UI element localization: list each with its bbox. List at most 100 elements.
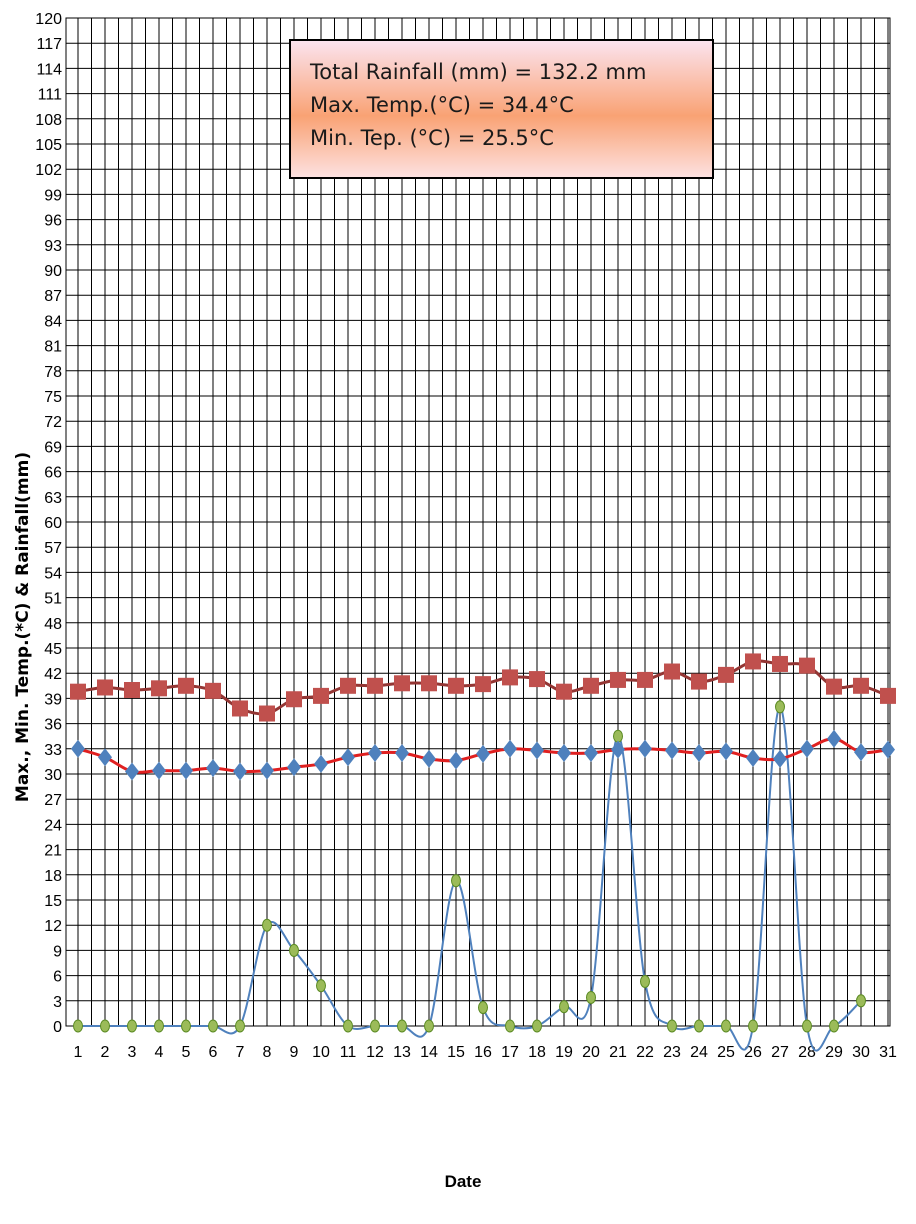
data-point-square	[772, 655, 788, 672]
x-tick-label: 2	[101, 1044, 110, 1061]
data-point-circle	[397, 1019, 407, 1033]
annotation-box: Total Rainfall (mm) = 132.2 mm Max. Temp…	[289, 39, 714, 179]
data-point-diamond	[341, 748, 355, 767]
x-tick-label: 27	[771, 1044, 789, 1061]
x-tick-label: 18	[528, 1044, 546, 1061]
data-point-circle	[613, 729, 623, 743]
y-tick-label: 117	[36, 36, 62, 53]
x-tick-label: 20	[582, 1044, 600, 1061]
data-point-diamond	[584, 744, 598, 762]
data-point-square	[826, 678, 842, 695]
data-point-diamond	[233, 762, 247, 781]
data-point-diamond	[557, 744, 571, 762]
x-tick-label: 25	[717, 1044, 735, 1061]
data-point-circle	[586, 990, 596, 1004]
x-tick-label: 17	[501, 1044, 519, 1061]
data-point-square	[313, 687, 329, 704]
data-point-circle	[73, 1019, 83, 1033]
data-point-circle	[856, 994, 866, 1008]
x-tick-label: 10	[312, 1044, 330, 1061]
data-point-diamond	[260, 761, 274, 780]
data-point-diamond	[611, 740, 625, 759]
data-point-circle	[424, 1019, 434, 1033]
data-point-diamond	[746, 749, 760, 768]
data-point-diamond	[800, 739, 814, 758]
x-tick-label: 21	[609, 1044, 627, 1061]
y-tick-label: 48	[44, 616, 62, 633]
annotation-max-temp: Max. Temp.(°C) = 34.4°C	[310, 93, 574, 117]
data-point-circle	[181, 1019, 191, 1033]
data-point-square	[637, 671, 653, 688]
data-point-circle	[667, 1019, 677, 1033]
y-tick-label: 3	[53, 994, 62, 1011]
y-tick-label: 39	[44, 691, 62, 708]
data-point-diamond	[773, 749, 787, 768]
data-point-square	[151, 680, 167, 697]
data-point-circle	[154, 1019, 164, 1033]
data-point-circle	[640, 974, 650, 988]
data-point-circle	[370, 1019, 380, 1033]
data-point-square	[529, 671, 545, 688]
data-point-diamond	[692, 744, 706, 762]
data-point-square	[502, 669, 518, 686]
data-point-square	[286, 691, 302, 708]
data-point-circle	[775, 700, 785, 714]
data-point-diamond	[125, 762, 139, 781]
data-point-diamond	[368, 744, 382, 762]
y-tick-label: 27	[44, 792, 62, 809]
data-point-circle	[532, 1019, 542, 1033]
y-tick-label: 54	[44, 565, 62, 582]
data-point-circle	[829, 1019, 839, 1033]
data-point-square	[583, 677, 599, 694]
data-point-circle	[316, 979, 326, 993]
x-tick-label: 31	[879, 1044, 897, 1061]
y-tick-label: 120	[35, 11, 62, 28]
data-point-circle	[748, 1019, 758, 1033]
data-point-diamond	[530, 741, 544, 760]
data-point-diamond	[395, 744, 409, 762]
data-point-circle	[100, 1019, 110, 1033]
data-point-diamond	[827, 729, 841, 748]
data-point-diamond	[287, 758, 301, 777]
y-tick-label: 15	[44, 893, 62, 910]
data-point-square	[448, 677, 464, 694]
series-diamond	[71, 729, 895, 781]
data-point-square	[853, 677, 869, 694]
data-point-diamond	[881, 740, 895, 759]
x-tick-label: 26	[744, 1044, 762, 1061]
y-tick-label: 99	[44, 187, 62, 204]
y-tick-label: 75	[44, 389, 62, 406]
x-tick-label: 15	[447, 1044, 465, 1061]
x-axis-ticks: 1 2 3 4 5 6 7 8 9 10 11 12 13 14 15 16 17 18 19 20 21 22 23 24 2…	[74, 1044, 897, 1061]
data-point-square	[394, 675, 410, 692]
data-point-diamond	[422, 749, 436, 768]
y-axis-label: Max., Min. Temp.(*C) & Rainfall(mm)	[13, 452, 33, 802]
data-point-square	[718, 666, 734, 683]
x-tick-label: 7	[236, 1044, 245, 1061]
y-tick-label: 72	[44, 414, 62, 431]
data-point-circle	[478, 1001, 488, 1015]
data-point-diamond	[503, 739, 517, 758]
y-tick-label: 21	[44, 843, 62, 860]
data-point-square	[799, 657, 815, 674]
data-point-diamond	[476, 744, 490, 763]
x-tick-label: 22	[636, 1044, 654, 1061]
x-tick-label: 24	[690, 1044, 708, 1061]
data-point-diamond	[449, 751, 463, 770]
data-point-square	[205, 682, 221, 699]
annotation-min-temp: Min. Tep. (°C) = 25.5°C	[310, 126, 554, 150]
y-tick-label: 57	[44, 540, 62, 557]
data-point-square	[745, 653, 761, 670]
x-tick-label: 14	[420, 1044, 438, 1061]
data-point-diamond	[719, 742, 733, 761]
y-tick-label: 108	[35, 112, 62, 129]
data-point-diamond	[854, 743, 868, 762]
data-point-circle	[721, 1019, 731, 1033]
x-tick-label: 8	[263, 1044, 272, 1061]
y-tick-label: 87	[44, 288, 62, 305]
y-tick-label: 42	[44, 666, 62, 683]
x-tick-label: 11	[340, 1044, 357, 1061]
y-tick-label: 114	[36, 61, 62, 78]
data-point-diamond	[638, 739, 652, 758]
